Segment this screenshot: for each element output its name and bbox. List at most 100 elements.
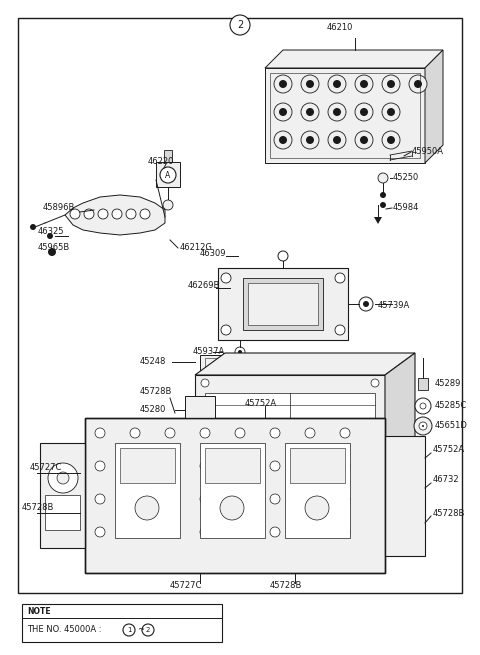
Circle shape (382, 75, 400, 93)
Circle shape (57, 472, 69, 484)
Circle shape (165, 527, 175, 537)
Circle shape (355, 75, 373, 93)
Circle shape (359, 297, 373, 311)
Circle shape (305, 496, 329, 520)
Text: 45937A: 45937A (193, 348, 225, 356)
Text: 46269B: 46269B (188, 282, 220, 291)
Circle shape (387, 80, 395, 88)
Circle shape (333, 108, 341, 116)
Circle shape (279, 80, 287, 88)
Circle shape (220, 496, 244, 520)
Circle shape (306, 136, 314, 144)
Bar (285, 443, 350, 538)
Bar (85, 418, 385, 573)
Circle shape (165, 494, 175, 504)
Text: 2: 2 (237, 20, 243, 30)
Bar (205, 393, 375, 483)
Bar (85, 418, 385, 573)
Circle shape (279, 136, 287, 144)
Polygon shape (195, 375, 385, 490)
Bar (40, 443, 85, 548)
Circle shape (163, 200, 173, 210)
Text: 45285C: 45285C (435, 402, 467, 411)
Circle shape (130, 428, 140, 438)
Polygon shape (156, 162, 180, 187)
Circle shape (95, 461, 105, 471)
Circle shape (274, 103, 292, 121)
Circle shape (328, 131, 346, 149)
Circle shape (200, 428, 210, 438)
Polygon shape (65, 195, 165, 235)
Circle shape (382, 103, 400, 121)
Circle shape (270, 461, 280, 471)
Circle shape (47, 233, 53, 239)
Circle shape (30, 224, 36, 230)
Bar (18, 18, 462, 593)
Text: 45728B: 45728B (140, 386, 172, 396)
Bar (22, 604, 222, 642)
Circle shape (201, 379, 209, 387)
Circle shape (70, 209, 80, 219)
Text: THE NO. 45000A :: THE NO. 45000A : (27, 626, 104, 635)
Bar (200, 355, 385, 370)
Circle shape (238, 350, 242, 354)
Polygon shape (195, 353, 415, 375)
Circle shape (165, 428, 175, 438)
Circle shape (340, 527, 350, 537)
Text: 45250: 45250 (393, 174, 419, 183)
Text: 45727C: 45727C (170, 580, 203, 590)
Text: 45280: 45280 (140, 405, 167, 415)
Text: 45965B: 45965B (38, 244, 70, 252)
Polygon shape (425, 50, 443, 163)
Circle shape (306, 80, 314, 88)
Bar (290, 448, 345, 483)
Circle shape (235, 428, 245, 438)
Text: 45739A: 45739A (378, 301, 410, 310)
Circle shape (201, 478, 209, 486)
Circle shape (126, 209, 136, 219)
Bar (200, 443, 265, 538)
Text: 2: 2 (146, 627, 150, 633)
Circle shape (200, 461, 210, 471)
Circle shape (335, 325, 345, 335)
Circle shape (414, 417, 432, 435)
Circle shape (95, 494, 105, 504)
Bar (115, 443, 180, 538)
Circle shape (387, 108, 395, 116)
Polygon shape (265, 50, 443, 68)
Circle shape (270, 527, 280, 537)
Circle shape (270, 428, 280, 438)
Text: 46220: 46220 (148, 157, 174, 166)
Circle shape (235, 527, 245, 537)
Circle shape (355, 103, 373, 121)
Circle shape (140, 209, 150, 219)
Text: 46325: 46325 (38, 227, 64, 236)
Circle shape (382, 131, 400, 149)
Circle shape (420, 403, 426, 409)
Circle shape (200, 494, 210, 504)
Circle shape (422, 425, 424, 427)
Circle shape (328, 103, 346, 121)
Circle shape (371, 379, 379, 387)
Circle shape (387, 136, 395, 144)
Text: ~: ~ (137, 626, 144, 635)
Circle shape (112, 209, 122, 219)
Text: 45896B: 45896B (43, 204, 75, 212)
Circle shape (360, 108, 368, 116)
Circle shape (235, 494, 245, 504)
Circle shape (340, 461, 350, 471)
Circle shape (95, 428, 105, 438)
Polygon shape (385, 353, 415, 490)
Circle shape (48, 248, 56, 256)
Bar (120, 448, 175, 483)
Circle shape (84, 209, 94, 219)
Circle shape (130, 494, 140, 504)
Text: 46732: 46732 (433, 476, 460, 485)
Circle shape (98, 209, 108, 219)
Circle shape (135, 496, 159, 520)
Circle shape (363, 301, 369, 307)
Bar (418, 378, 428, 390)
Circle shape (380, 192, 386, 198)
Bar (385, 436, 425, 556)
Circle shape (279, 108, 287, 116)
